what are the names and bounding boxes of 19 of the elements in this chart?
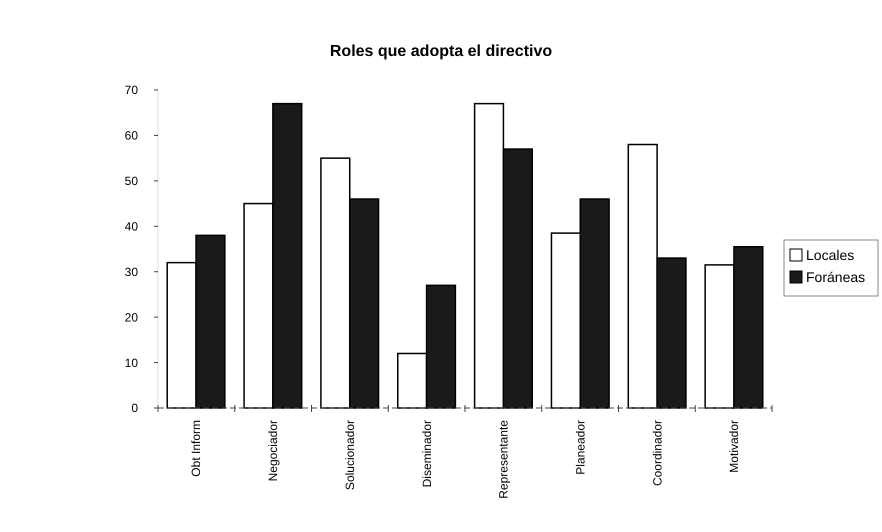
chart-title: Roles que adopta el directivo: [330, 43, 552, 60]
x-tick-label: Planeador: [573, 420, 588, 475]
y-tick-label: 60: [124, 128, 138, 143]
x-tick-label: Solucionador: [342, 420, 357, 490]
y-tick-label: 40: [124, 219, 138, 234]
y-tick-label: 70: [124, 83, 138, 98]
y-tick-label: 20: [124, 310, 138, 324]
legend-label: Locales: [806, 246, 854, 263]
y-tick-label: 30: [124, 264, 138, 279]
x-tick-label: Negociador: [266, 420, 280, 482]
y-tick-label: 10: [124, 356, 138, 370]
x-tick-label: Motivador: [727, 420, 742, 473]
y-tick-label: 50: [124, 174, 138, 188]
y-tick-label: 0: [131, 401, 138, 416]
legend-label: Foráneas: [806, 268, 866, 285]
x-tick-label: Obt Inform: [189, 420, 204, 477]
x-tick-label: Diseminador: [420, 420, 434, 488]
x-tick-label: Representante: [496, 420, 511, 499]
x-tick-label: Coordinador: [650, 420, 664, 486]
